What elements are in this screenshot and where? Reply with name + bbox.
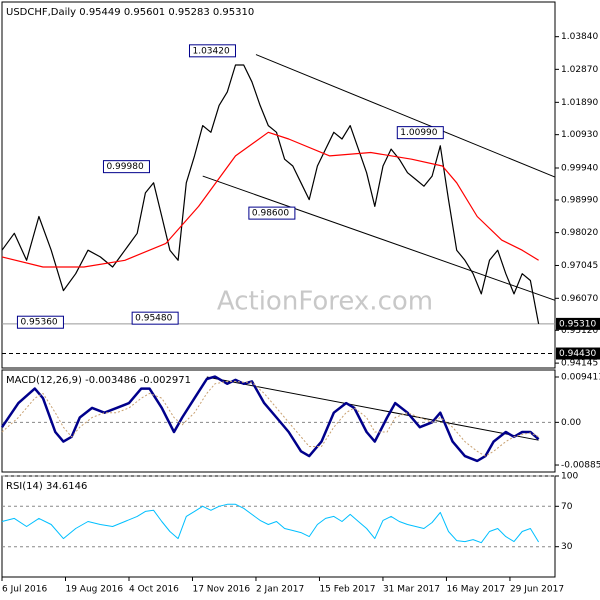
y-tick-label: 30: [561, 542, 573, 552]
x-tick-label: 15 Feb 2017: [319, 585, 375, 595]
panel-frame: [1, 369, 556, 473]
price-level-label: 0.95310: [559, 319, 596, 329]
y-tick-label: 0.96070: [561, 294, 598, 304]
y-tick-label: 0.97045: [561, 261, 598, 271]
price-annotation-box: [188, 44, 236, 58]
x-tick-label: 31 Mar 2017: [383, 585, 440, 595]
price-annotation: 1.03420: [192, 46, 229, 56]
y-tick-label: 0.009411: [561, 372, 600, 382]
price-level-box: [556, 347, 600, 360]
panel-title: USDCHF,Daily 0.95449 0.95601 0.95283 0.9…: [6, 7, 254, 18]
y-tick-label: 1.00930: [561, 130, 598, 140]
series-line: [0, 375, 540, 463]
y-tick-label: -0.008852: [561, 461, 600, 471]
y-tick-label: 100: [561, 472, 578, 482]
watermark: ActionForex.com: [217, 287, 433, 317]
price-annotation-box: [131, 311, 179, 325]
y-tick-label: 0.98020: [561, 228, 598, 238]
price-annotation-box: [102, 160, 150, 174]
x-tick-label: 2 Jan 2017: [256, 585, 304, 595]
x-tick-label: 19 Aug 2016: [65, 585, 123, 595]
price-annotation: 0.95480: [135, 314, 172, 324]
y-tick-label: 0.95120: [561, 326, 598, 336]
price-annotation: 1.00990: [400, 128, 437, 138]
y-tick-label: 1.02870: [561, 65, 598, 75]
y-tick-label: 1.01890: [561, 98, 598, 108]
x-tick-label: 6 Jul 2016: [2, 585, 47, 595]
trendline: [206, 376, 539, 441]
series-line: [1, 131, 539, 268]
y-tick-label: 70: [561, 502, 573, 512]
series-line: [1, 503, 540, 544]
y-tick-label: 0.94145: [561, 359, 598, 369]
price-annotation: 0.98600: [252, 209, 289, 219]
panel-title: RSI(14) 34.6146: [6, 481, 87, 492]
price-level-box: [556, 317, 600, 330]
trendline: [202, 175, 556, 301]
price-level-label: 0.94430: [559, 349, 596, 359]
y-tick-label: 0.00: [561, 418, 581, 428]
price-annotation-box: [16, 315, 64, 329]
series-line: [1, 64, 540, 325]
series-line: [1, 380, 539, 457]
price-annotation: 0.99980: [106, 162, 143, 172]
trendline: [255, 54, 556, 178]
y-tick-label: 1.03840: [561, 32, 598, 42]
x-tick-label: 16 May 2017: [446, 585, 505, 595]
price-annotation-box: [248, 206, 296, 220]
x-tick-label: 4 Oct 2016: [129, 585, 179, 595]
panel-title: MACD(12,26,9) -0.003486 -0.002971: [6, 375, 191, 386]
x-tick-label: 17 Nov 2016: [192, 585, 250, 595]
y-tick-label: 0.98990: [561, 195, 598, 205]
panel-frame: [1, 1, 556, 369]
x-tick-label: 29 Jun 2017: [510, 585, 564, 595]
price-annotation: 0.95360: [20, 318, 57, 328]
y-tick-label: 0.99940: [561, 163, 598, 173]
price-annotation-box: [396, 126, 444, 140]
